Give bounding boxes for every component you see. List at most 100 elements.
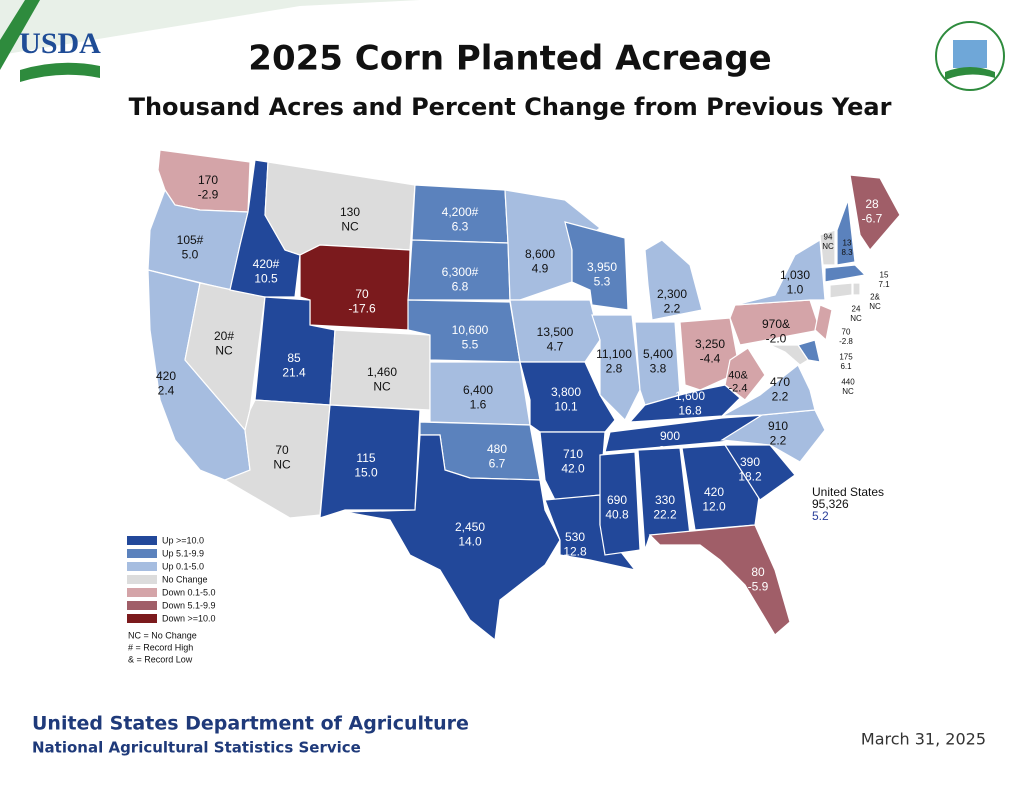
- state: [344, 434, 561, 642]
- state-acres: 2,300: [657, 287, 687, 301]
- state-acres: 420#: [253, 257, 280, 271]
- agriculture-counts-logo: [935, 21, 1005, 91]
- state-acres: 24: [852, 304, 861, 313]
- state-change: 15.0: [354, 465, 378, 479]
- state-acres: 1,460: [367, 365, 397, 379]
- us-total-label: United States: [812, 485, 884, 499]
- state-change: 6.1: [840, 362, 852, 371]
- state: [723, 444, 796, 501]
- subtitle: Thousand Acres and Percent Change from P…: [129, 93, 892, 121]
- state-acres: 10,600: [452, 323, 489, 337]
- state-acres: 80: [751, 565, 765, 579]
- state-acres: 70: [275, 443, 289, 457]
- us-total-acres: 95,326: [812, 497, 849, 511]
- state-acres: 910: [768, 419, 788, 433]
- state-acres: 330: [655, 493, 675, 507]
- state-acres: 115: [356, 451, 375, 465]
- footer-org: United States Department of Agriculture: [32, 713, 469, 735]
- state-change: 10.1: [554, 399, 578, 413]
- us-total-change: 5.2: [812, 509, 829, 523]
- legend-label: Down 5.1-9.9: [162, 600, 216, 610]
- state-acres: 175: [839, 352, 853, 361]
- state: [824, 264, 867, 283]
- state-acres: 3,800: [551, 385, 581, 399]
- legend-swatch: [127, 536, 157, 545]
- state-acres: 2,450: [455, 520, 485, 534]
- state-change: NC: [273, 457, 291, 471]
- state-change: NC: [869, 302, 881, 311]
- state-change: 1.6: [470, 397, 487, 411]
- state-acres: 3,250: [695, 337, 725, 351]
- state-acres: 420: [156, 369, 176, 383]
- state-change: -2.4: [729, 383, 748, 395]
- state-acres: 1,030: [780, 268, 810, 282]
- state-acres: 470: [770, 375, 790, 389]
- usda-logo: USDA: [19, 27, 101, 82]
- state-change: 5.3: [594, 274, 611, 288]
- state-change: 22.2: [653, 507, 677, 521]
- state-acres: 440: [841, 377, 855, 386]
- state-change: 21.4: [282, 365, 306, 379]
- state-change: NC: [850, 314, 862, 323]
- states: 170-2.9105#5.04202.420#NC420#10.5130NC70…: [147, 149, 901, 642]
- legend-swatch: [127, 575, 157, 584]
- state-acres: 13: [843, 238, 852, 247]
- state-acres: 70: [355, 287, 369, 301]
- state-change: -5.9: [748, 579, 769, 593]
- state-acres: 480: [487, 442, 507, 456]
- state-acres: 11,100: [596, 347, 632, 361]
- state-change: 6.7: [489, 456, 506, 470]
- state-acres: 28: [865, 197, 879, 211]
- state-change: -4.4: [700, 351, 721, 365]
- state-change: -2.8: [839, 337, 853, 346]
- legend-label: Up 5.1-9.9: [162, 548, 204, 558]
- state-change: 40.8: [605, 507, 629, 521]
- state-acres: 900: [660, 429, 680, 443]
- state-acres: 4,200#: [442, 205, 479, 219]
- state-acres: 6,300#: [442, 265, 479, 279]
- state-acres: 530: [565, 530, 585, 544]
- state-acres: 70: [842, 327, 851, 336]
- state: [679, 317, 741, 391]
- state-change: 6.3: [452, 219, 469, 233]
- legend-label: Down >=10.0: [162, 613, 216, 623]
- state-change: NC: [373, 379, 391, 393]
- state-change: 14.0: [458, 534, 482, 548]
- state: [591, 314, 641, 422]
- state: [599, 451, 641, 556]
- state-acres: 170: [198, 173, 218, 187]
- legend: Up >=10.0 Up 5.1-9.9 Up 0.1-5.0 No Change Do…: [127, 535, 216, 664]
- state-change: 10.5: [254, 271, 278, 285]
- legend-note: NC = No Change: [128, 630, 197, 640]
- state-acres: 690: [607, 493, 627, 507]
- logo-field: [945, 67, 995, 80]
- state: [814, 304, 833, 342]
- state-change: 8.3: [841, 248, 853, 257]
- state-change: 3.8: [650, 361, 667, 375]
- state-acres: 3,950: [587, 260, 617, 274]
- state: [729, 299, 821, 346]
- state-acres: 6,400: [463, 383, 493, 397]
- state: [769, 344, 809, 366]
- usda-logo-field: [20, 62, 100, 82]
- state-change: NC: [215, 343, 233, 357]
- state-acres: 8,600: [525, 247, 555, 261]
- state-change: 2.4: [158, 383, 175, 397]
- state-change: 12.8: [563, 544, 587, 558]
- legend-label: Down 0.1-5.0: [162, 587, 216, 597]
- state-acres: 15: [880, 270, 889, 279]
- legend-swatch: [127, 588, 157, 597]
- state-change: -6.7: [862, 211, 883, 225]
- state-change: 5.5: [462, 337, 479, 351]
- state: [724, 347, 766, 401]
- state-acres: 40&: [728, 369, 748, 381]
- header-swoosh: [0, 0, 420, 55]
- state-change: 42.0: [561, 461, 585, 475]
- state: [628, 384, 741, 423]
- usda-logo-text: USDA: [19, 27, 101, 60]
- legend-label: No Change: [162, 574, 208, 584]
- green-stripe: [0, 0, 40, 70]
- state-change: 2.2: [664, 301, 681, 315]
- state-change: 7.1: [878, 280, 890, 289]
